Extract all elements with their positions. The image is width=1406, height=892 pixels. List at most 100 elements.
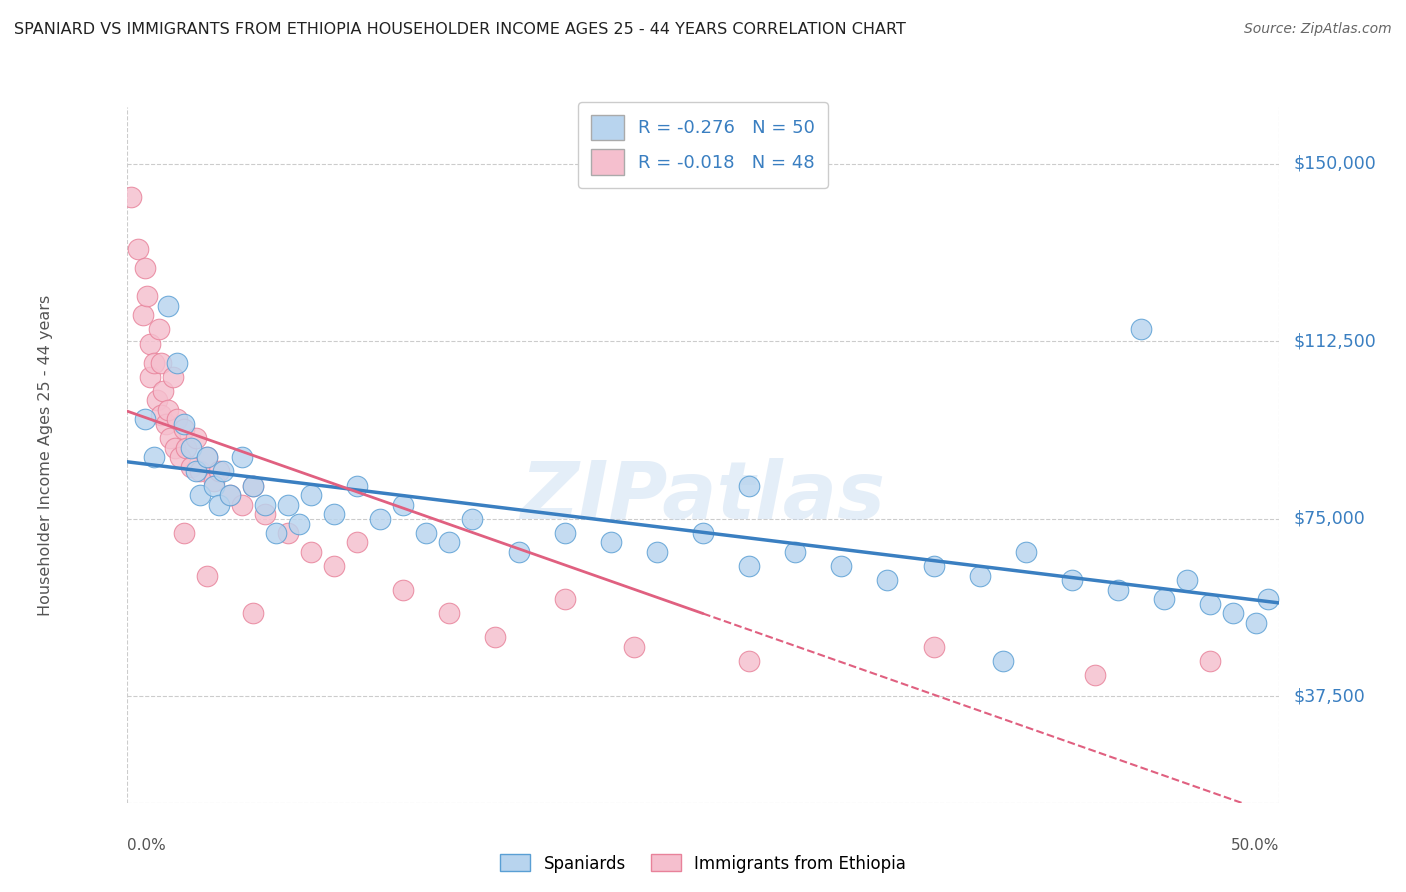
Text: 0.0%: 0.0% — [127, 838, 166, 853]
Point — [1015, 545, 1038, 559]
Point — [212, 465, 235, 479]
Point — [169, 450, 191, 465]
Point — [508, 545, 530, 559]
Point — [188, 488, 211, 502]
Text: Source: ZipAtlas.com: Source: ZipAtlas.com — [1244, 22, 1392, 37]
Point — [554, 526, 576, 541]
Point — [1246, 615, 1268, 630]
Point — [184, 431, 207, 445]
Point — [162, 369, 184, 384]
Point — [138, 336, 160, 351]
Point — [242, 478, 264, 492]
Point — [969, 568, 991, 582]
Point — [134, 260, 156, 275]
Point — [195, 568, 218, 582]
Point — [159, 431, 181, 445]
Point — [554, 592, 576, 607]
Point — [368, 512, 391, 526]
Point — [484, 630, 506, 644]
Point — [150, 356, 173, 370]
Text: ZIPatlas: ZIPatlas — [520, 458, 886, 536]
Point — [180, 441, 202, 455]
Point — [738, 654, 761, 668]
Point — [253, 498, 276, 512]
Point — [299, 488, 322, 502]
Legend: Spaniards, Immigrants from Ethiopia: Spaniards, Immigrants from Ethiopia — [494, 847, 912, 880]
Point — [143, 356, 166, 370]
Point — [143, 450, 166, 465]
Point — [173, 526, 195, 541]
Point — [346, 478, 368, 492]
Point — [195, 450, 218, 465]
Point — [173, 417, 195, 432]
Point — [1084, 668, 1107, 682]
Point — [166, 356, 188, 370]
Point — [131, 308, 153, 322]
Text: $150,000: $150,000 — [1294, 155, 1376, 173]
Point — [155, 417, 177, 432]
Point — [991, 654, 1014, 668]
Point — [1222, 607, 1244, 621]
Point — [231, 450, 253, 465]
Text: $112,500: $112,500 — [1294, 333, 1376, 351]
Point — [136, 289, 159, 303]
Point — [439, 535, 461, 549]
Point — [202, 474, 225, 488]
Point — [152, 384, 174, 398]
Point — [231, 498, 253, 512]
Point — [599, 535, 621, 549]
Point — [157, 299, 180, 313]
Point — [1107, 582, 1129, 597]
Point — [195, 450, 218, 465]
Point — [1199, 597, 1222, 611]
Point — [208, 465, 231, 479]
Text: $75,000: $75,000 — [1294, 510, 1365, 528]
Point — [163, 441, 186, 455]
Point — [439, 607, 461, 621]
Point — [1060, 574, 1083, 588]
Point — [166, 412, 188, 426]
Point — [253, 507, 276, 521]
Point — [242, 478, 264, 492]
Point — [120, 190, 142, 204]
Point — [127, 242, 149, 256]
Point — [1130, 322, 1153, 336]
Point — [242, 607, 264, 621]
Point — [202, 478, 225, 492]
Text: Householder Income Ages 25 - 44 years: Householder Income Ages 25 - 44 years — [38, 294, 53, 615]
Legend: R = -0.276   N = 50, R = -0.018   N = 48: R = -0.276 N = 50, R = -0.018 N = 48 — [578, 103, 828, 187]
Point — [461, 512, 484, 526]
Point — [138, 369, 160, 384]
Point — [1199, 654, 1222, 668]
Point — [415, 526, 437, 541]
Point — [392, 498, 415, 512]
Point — [1257, 592, 1279, 607]
Point — [208, 498, 231, 512]
Point — [830, 559, 852, 574]
Point — [645, 545, 668, 559]
Point — [692, 526, 714, 541]
Point — [876, 574, 898, 588]
Point — [323, 507, 346, 521]
Point — [346, 535, 368, 549]
Point — [188, 465, 211, 479]
Point — [180, 459, 202, 474]
Text: SPANIARD VS IMMIGRANTS FROM ETHIOPIA HOUSEHOLDER INCOME AGES 25 - 44 YEARS CORRE: SPANIARD VS IMMIGRANTS FROM ETHIOPIA HOU… — [14, 22, 905, 37]
Point — [157, 403, 180, 417]
Point — [219, 488, 242, 502]
Point — [219, 488, 242, 502]
Point — [176, 441, 198, 455]
Point — [1175, 574, 1198, 588]
Point — [922, 640, 945, 654]
Point — [184, 465, 207, 479]
Point — [266, 526, 288, 541]
Point — [288, 516, 311, 531]
Point — [277, 498, 299, 512]
Text: 50.0%: 50.0% — [1232, 838, 1279, 853]
Point — [392, 582, 415, 597]
Point — [738, 478, 761, 492]
Point — [150, 408, 173, 422]
Point — [173, 422, 195, 436]
Point — [738, 559, 761, 574]
Text: $37,500: $37,500 — [1294, 688, 1365, 706]
